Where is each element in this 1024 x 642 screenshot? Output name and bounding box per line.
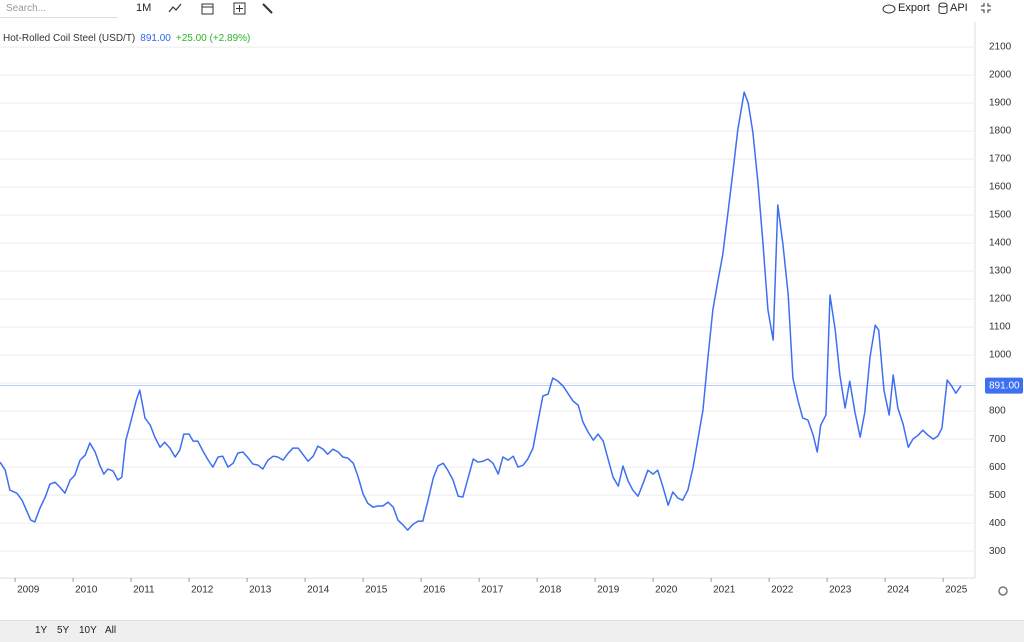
y-tick-label: 2000 <box>989 70 1012 81</box>
y-tick-label: 1100 <box>989 322 1011 333</box>
y-tick-label: 2100 <box>989 42 1012 53</box>
y-tick-label: 500 <box>989 490 1006 501</box>
toolbar: Search... 1M Export API <box>0 0 1024 20</box>
add-icon[interactable] <box>233 2 246 15</box>
price-change: +25.00 (+2.89%) <box>175 33 251 44</box>
range-button[interactable]: 5Y <box>57 625 70 636</box>
api-button[interactable]: API <box>950 2 968 14</box>
axis-settings-icon[interactable] <box>998 586 1008 596</box>
x-tick-label: 2015 <box>365 585 388 596</box>
price-line <box>0 91 962 531</box>
interval-button[interactable]: 1M <box>136 2 152 14</box>
y-tick-label: 1400 <box>989 238 1012 249</box>
export-icon[interactable] <box>882 2 896 14</box>
settings-icon[interactable] <box>261 2 274 15</box>
chart: 3004005006007008009001000110012001300140… <box>0 22 1023 596</box>
x-tick-label: 2024 <box>887 585 910 596</box>
chart-title: Hot-Rolled Coil Steel (USD/T) <box>3 33 136 44</box>
x-tick-label: 2025 <box>945 585 968 596</box>
y-tick-label: 1700 <box>989 154 1012 165</box>
x-tick-label: 2018 <box>539 585 562 596</box>
x-tick-label: 2023 <box>829 585 852 596</box>
x-tick-label: 2019 <box>597 585 620 596</box>
search-box[interactable]: Search... <box>0 0 118 18</box>
current-price: 891.00 <box>140 33 171 44</box>
line-type-icon[interactable] <box>168 2 182 14</box>
y-tick-label: 1800 <box>989 126 1012 137</box>
last-price-label: 891.00 <box>989 380 1020 391</box>
x-tick-label: 2022 <box>771 585 794 596</box>
x-tick-label: 2017 <box>481 585 504 596</box>
y-tick-label: 300 <box>989 546 1006 557</box>
y-tick-label: 1200 <box>989 294 1012 305</box>
x-tick-label: 2011 <box>133 585 155 596</box>
x-tick-label: 2009 <box>17 585 40 596</box>
range-button[interactable]: All <box>105 625 117 636</box>
x-tick-label: 2010 <box>75 585 98 596</box>
export-button[interactable]: Export <box>898 2 930 14</box>
range-button[interactable]: 10Y <box>79 625 97 636</box>
last-price-tag <box>985 377 1023 394</box>
y-tick-label: 800 <box>989 406 1006 417</box>
x-tick-label: 2020 <box>655 585 678 596</box>
y-tick-label: 1900 <box>989 98 1012 109</box>
range-button[interactable]: 1Y <box>35 625 48 636</box>
y-tick-label: 1300 <box>989 266 1012 277</box>
y-tick-label: 700 <box>989 434 1006 445</box>
y-tick-label: 600 <box>989 462 1006 473</box>
api-icon[interactable] <box>938 2 948 14</box>
x-tick-label: 2014 <box>307 585 330 596</box>
y-tick-label: 1000 <box>989 350 1012 361</box>
x-tick-label: 2013 <box>249 585 272 596</box>
fullscreen-icon[interactable] <box>980 2 992 14</box>
chart-header: Hot-Rolled Coil Steel (USD/T) 891.00 +25… <box>3 33 250 44</box>
y-tick-label: 1500 <box>989 210 1012 221</box>
x-tick-label: 2012 <box>191 585 214 596</box>
y-tick-label: 400 <box>989 518 1006 529</box>
range-bar: 1Y 5Y 10Y All <box>0 620 1024 642</box>
calendar-icon[interactable] <box>201 2 214 15</box>
x-tick-label: 2021 <box>713 585 736 596</box>
y-tick-label: 1600 <box>989 182 1012 193</box>
x-tick-label: 2016 <box>423 585 446 596</box>
